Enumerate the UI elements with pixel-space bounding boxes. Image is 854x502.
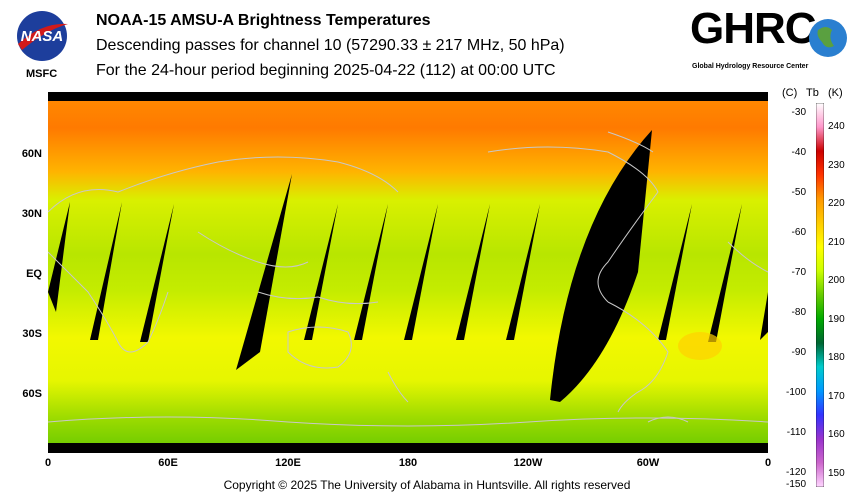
colorbar-kelvin-tick: 150	[828, 467, 845, 479]
lat-label: 30S	[22, 328, 42, 340]
colorbar-unit-tb: Tb	[806, 87, 819, 99]
colorbar-celsius-tick: -100	[785, 387, 806, 398]
lat-label: EQ	[26, 268, 42, 280]
orbit-gap	[140, 204, 174, 342]
colorbar-celsius-tick: -120	[785, 467, 806, 478]
orbit-gap	[658, 204, 692, 340]
colorbar-kelvin-tick: 240	[828, 121, 845, 132]
lat-label: 60S	[22, 388, 42, 400]
orbit-gaps	[48, 130, 768, 402]
orbit-gap	[404, 204, 438, 340]
colorbar-unit-kelvin: (K)	[828, 87, 843, 99]
colorbar-kelvin-ticks: 240 230 220 210 200 190 180 170 160 150	[826, 103, 854, 487]
nasa-logo: NASA	[17, 11, 68, 61]
lat-label: 60N	[21, 148, 42, 160]
colorbar-celsius-tick: -60	[791, 227, 806, 238]
colorbar	[816, 103, 824, 487]
orbit-gap	[760, 292, 768, 340]
lon-label: 120E	[275, 457, 301, 469]
missing-data-band-south	[48, 443, 768, 453]
lon-label: 0	[764, 457, 772, 469]
msfc-label: MSFC	[26, 68, 58, 80]
colorbar-kelvin-tick: 210	[828, 236, 845, 248]
nasa-logo-text: NASA	[21, 28, 64, 45]
orbit-gap	[456, 204, 490, 340]
colorbar-celsius-tick: -70	[791, 267, 806, 278]
colorbar-kelvin-tick: 170	[828, 390, 845, 402]
orbit-gap	[304, 204, 338, 340]
colorbar-kelvin-tick: 230	[828, 159, 845, 171]
missing-data-band-north	[48, 92, 768, 101]
colorbar-celsius-tick: -50	[791, 187, 806, 198]
lon-label: 0	[44, 457, 52, 469]
lon-label: 60E	[158, 457, 178, 469]
orbit-gap	[550, 130, 652, 402]
orbit-gap	[236, 174, 292, 370]
colorbar-celsius-tick: -150	[785, 479, 806, 490]
colorbar-celsius-ticks: -30 -40 -50 -60 -70 -80 -90 -100 -110 -120 -150	[776, 103, 806, 490]
colorbar-celsius-tick: -110	[786, 427, 806, 438]
ghrc-logo: GHRC	[690, 4, 817, 53]
orbit-gap	[708, 204, 742, 342]
copyright: Copyright © 2025 The University of Alaba…	[223, 478, 631, 492]
chart-title: NOAA-15 AMSU-A Brightness Temperatures	[96, 12, 431, 29]
colorbar-celsius-tick: -40	[791, 147, 806, 158]
colorbar-unit-celsius: (C)	[782, 87, 798, 99]
colorbar-celsius-tick: -80	[791, 307, 806, 318]
brightness-temperature-map	[48, 92, 768, 453]
colorbar-kelvin-tick: 200	[828, 275, 845, 286]
colorbar-kelvin-tick: 160	[828, 429, 845, 440]
colorbar-kelvin-tick: 190	[828, 313, 845, 325]
orbit-gap	[48, 202, 70, 312]
lon-label: 120W	[513, 457, 543, 469]
globe-icon	[809, 19, 847, 57]
lon-label: 180	[398, 457, 418, 469]
orbit-gap	[506, 204, 540, 340]
colorbar-kelvin-tick: 180	[828, 352, 845, 363]
colorbar-celsius-tick: -30	[791, 107, 806, 118]
period-label: For the 24-hour period beginning 2025-04…	[96, 62, 556, 79]
lat-label: 30N	[21, 208, 42, 220]
orbit-gap	[90, 202, 122, 340]
ghrc-subtitle: Global Hydrology Resource Center	[692, 63, 809, 70]
colorbar-celsius-tick: -90	[791, 347, 806, 358]
chart-subtitle: Descending passes for channel 10 (57290.…	[96, 37, 565, 54]
colorbar-kelvin-tick: 220	[828, 198, 845, 209]
coastlines	[48, 131, 768, 427]
lon-label: 60W	[636, 457, 660, 469]
temperature-field	[48, 92, 768, 453]
orbit-gap	[354, 204, 388, 340]
